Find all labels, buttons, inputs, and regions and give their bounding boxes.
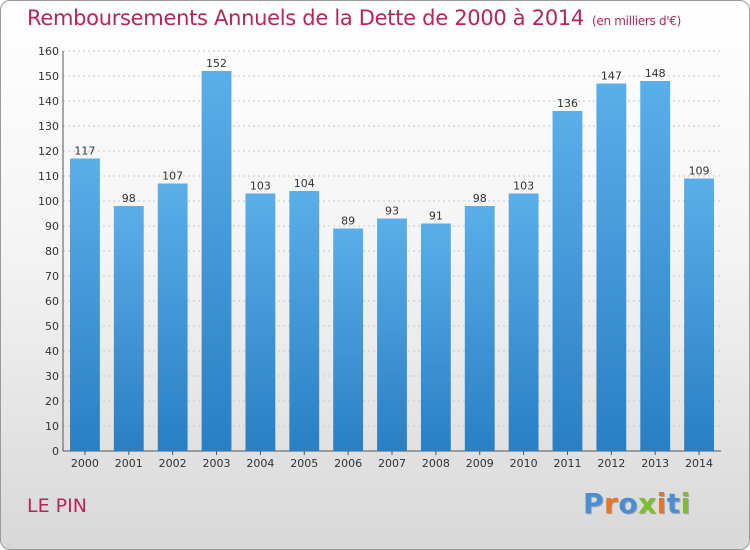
bar [289, 191, 320, 451]
bar [420, 223, 451, 451]
y-tick-label: 10 [45, 420, 59, 433]
bar [640, 81, 671, 451]
y-tick-label: 70 [45, 270, 59, 283]
y-tick-label: 40 [45, 345, 59, 358]
logo-letter: i [656, 487, 667, 520]
x-tick-label: 2008 [422, 457, 450, 470]
x-tick-label: 2001 [115, 457, 143, 470]
bar-value-label: 147 [601, 70, 622, 83]
x-tick-label: 2006 [334, 457, 362, 470]
y-tick-label: 60 [45, 295, 59, 308]
x-tick-label: 2005 [290, 457, 318, 470]
y-tick-label: 30 [45, 370, 59, 383]
bar-value-label: 117 [74, 145, 95, 158]
chart-title-text: Remboursements Annuels de la Dette de 20… [27, 6, 584, 30]
logo-letter: x [638, 487, 657, 520]
bar-value-label: 136 [557, 97, 578, 110]
bar-value-label: 98 [122, 192, 136, 205]
y-tick-label: 150 [38, 70, 59, 83]
bar-value-label: 152 [206, 57, 227, 70]
y-tick-label: 160 [38, 45, 59, 58]
x-tick-label: 2009 [466, 457, 494, 470]
logo-letter: r [604, 487, 619, 520]
x-tick-label: 2004 [246, 457, 274, 470]
y-tick-label: 90 [45, 220, 59, 233]
bar-value-label: 107 [162, 170, 183, 183]
bar-value-label: 104 [294, 177, 315, 190]
bar-value-label: 91 [429, 210, 443, 223]
x-tick-label: 2013 [641, 457, 669, 470]
y-tick-label: 120 [38, 145, 59, 158]
y-tick-label: 140 [38, 95, 59, 108]
logo-letter: t [666, 487, 681, 520]
bar-value-label: 98 [473, 192, 487, 205]
y-tick-label: 20 [45, 395, 59, 408]
commune-name: LE PIN [27, 495, 87, 517]
y-tick-label: 100 [38, 195, 59, 208]
logo-letter: P [583, 487, 605, 520]
x-tick-label: 2010 [510, 457, 538, 470]
chart-unit: (en milliers d'€) [592, 14, 682, 28]
bar [245, 193, 276, 451]
y-tick-label: 130 [38, 120, 59, 133]
bar-value-label: 103 [513, 180, 534, 193]
bar [596, 83, 627, 451]
logo-letter: o [618, 487, 639, 520]
x-tick-label: 2000 [71, 457, 99, 470]
bar [157, 183, 188, 451]
bar-value-label: 103 [250, 180, 271, 193]
logo-letter: i [680, 487, 691, 520]
chart-title: Remboursements Annuels de la Dette de 20… [27, 6, 681, 30]
x-tick-label: 2014 [685, 457, 713, 470]
bar [508, 193, 539, 451]
bar [333, 228, 364, 451]
y-tick-label: 80 [45, 245, 59, 258]
bar [113, 206, 144, 451]
bar [552, 111, 583, 451]
y-tick-label: 110 [38, 170, 59, 183]
y-tick-label: 0 [52, 445, 59, 458]
y-tick-label: 50 [45, 320, 59, 333]
x-tick-label: 2011 [553, 457, 581, 470]
bar-value-label: 148 [645, 67, 666, 80]
bar [70, 158, 100, 451]
bar [464, 206, 495, 451]
bar [377, 218, 407, 451]
bar-value-label: 109 [689, 165, 710, 178]
x-tick-label: 2007 [378, 457, 406, 470]
bar-value-label: 93 [385, 205, 399, 218]
x-tick-label: 2012 [597, 457, 625, 470]
x-tick-label: 2003 [203, 457, 231, 470]
bar [684, 178, 714, 451]
bar [201, 71, 232, 451]
bar-value-label: 89 [341, 215, 355, 228]
x-tick-label: 2002 [159, 457, 187, 470]
proxiti-logo: Proxiti [583, 487, 691, 520]
